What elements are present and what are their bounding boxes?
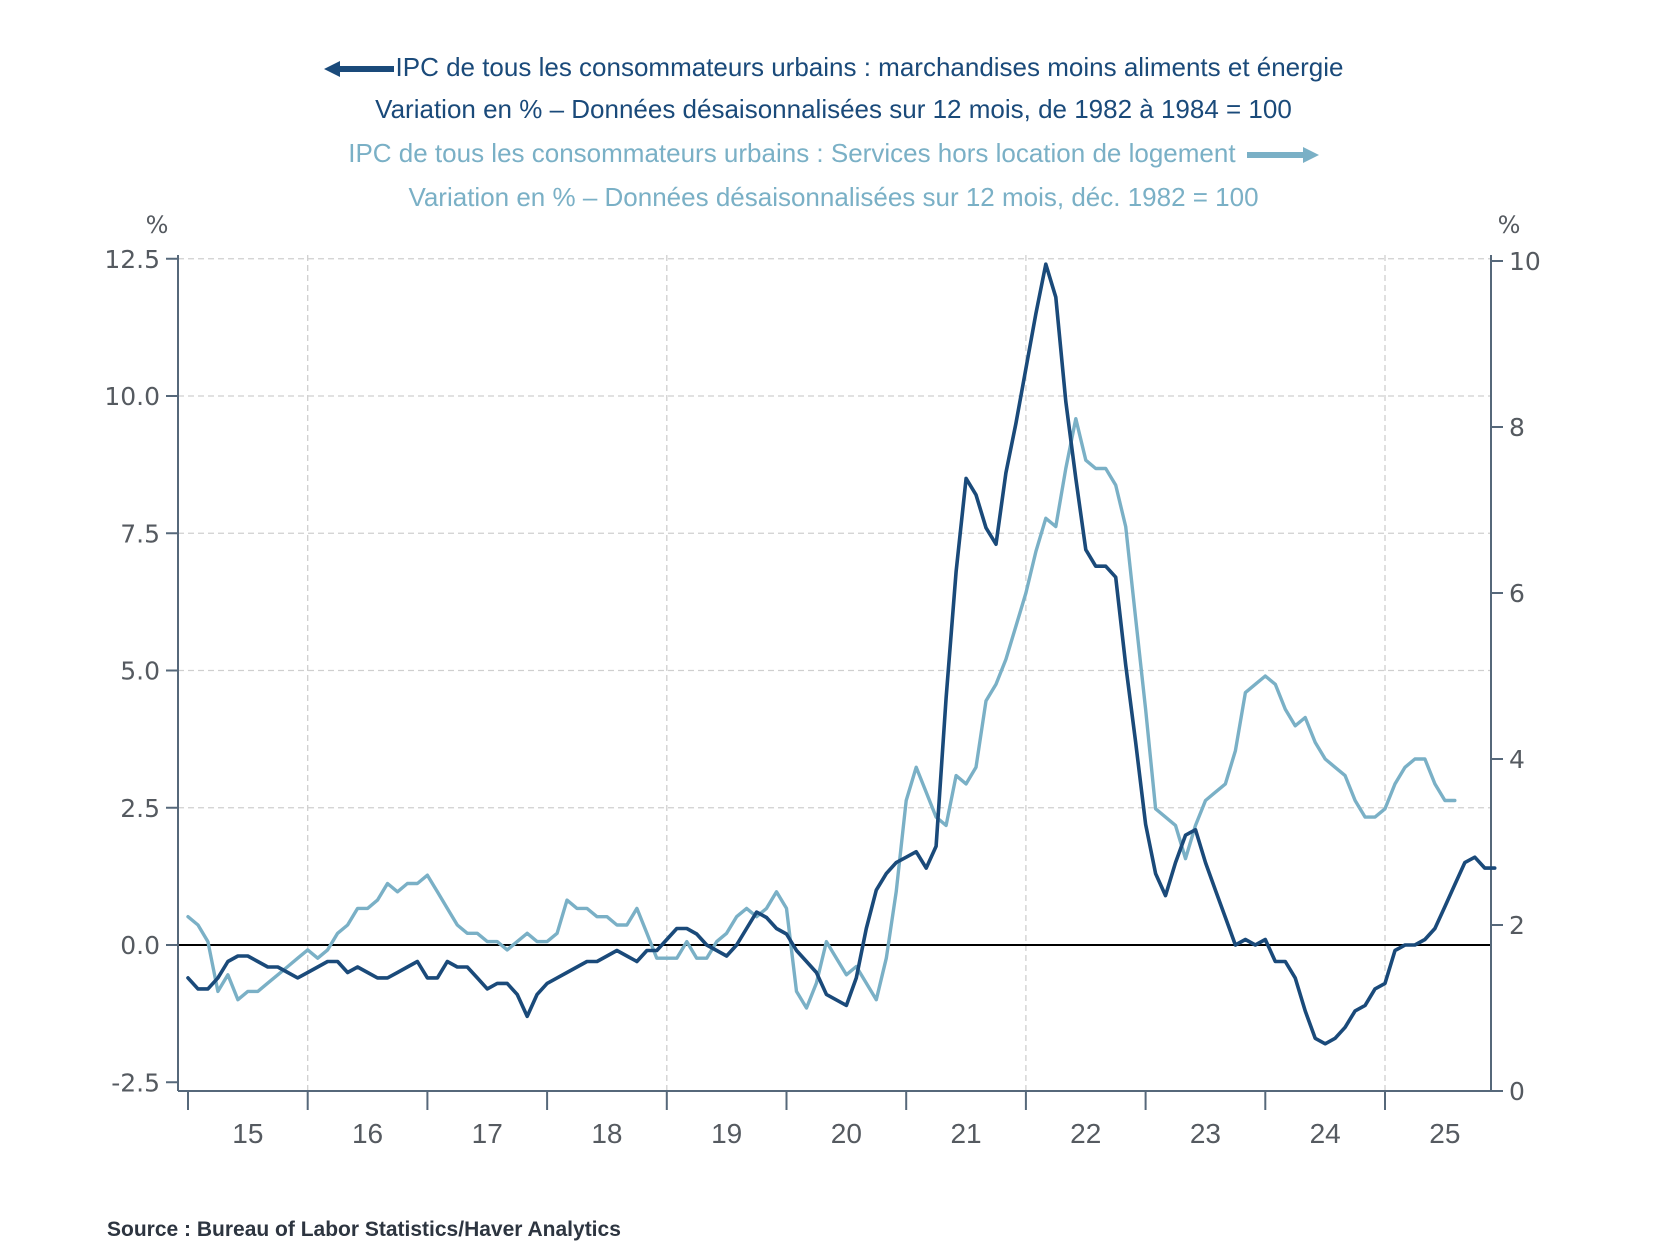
left-axis-tick-label: 2.5	[120, 794, 160, 823]
legend-series2-subtitle: Variation en % – Données désaisonnalisée…	[408, 182, 1259, 212]
right-axis-tick-label: 8	[1509, 413, 1525, 442]
x-axis-tick-label: 17	[472, 1118, 503, 1149]
left-axis-tick-label: 7.5	[120, 519, 160, 548]
legend-series1-subtitle: Variation en % – Données désaisonnalisée…	[375, 94, 1292, 124]
right-axis-tick-label: 0	[1509, 1077, 1525, 1106]
legend-series2-title: IPC de tous les consommateurs urbains : …	[0, 138, 1667, 169]
legend-series1-title: IPC de tous les consommateurs urbains : …	[0, 52, 1667, 83]
right-axis-unit: %	[1498, 211, 1521, 239]
left-axis-unit: %	[146, 211, 169, 239]
x-axis-tick-label: 16	[352, 1118, 383, 1149]
legend-series2-text: IPC de tous les consommateurs urbains : …	[348, 138, 1236, 168]
right-arrow-icon	[1246, 147, 1319, 164]
right-axis-tick-label: 4	[1509, 745, 1525, 774]
x-axis-tick-label: 24	[1310, 1118, 1341, 1149]
series-line-goods	[186, 262, 1497, 1046]
x-axis-tick-label: 19	[711, 1118, 742, 1149]
x-axis-tick-label: 18	[591, 1118, 622, 1149]
left-axis-tick-label: 12.5	[104, 245, 160, 274]
left-arrow-icon	[323, 61, 394, 78]
x-axis-tick-label: 15	[232, 1118, 263, 1149]
left-axis-tick-label: 10.0	[104, 382, 160, 411]
x-axis-tick-label: 23	[1190, 1118, 1221, 1149]
x-axis-tick-label: 20	[831, 1118, 862, 1149]
right-axis-tick-label: 6	[1509, 579, 1525, 608]
x-axis-tick-label: 22	[1070, 1118, 1101, 1149]
x-axis-tick-label: 25	[1429, 1118, 1460, 1149]
right-axis-tick-label: 2	[1509, 911, 1525, 940]
left-axis-tick-label: -2.5	[111, 1068, 160, 1097]
series-lines	[186, 262, 1497, 1046]
series-line-services	[186, 417, 1457, 1010]
x-axis-tick-label: 21	[950, 1118, 981, 1149]
grid	[178, 255, 1491, 1091]
right-axis-tick-label: 10	[1509, 247, 1541, 276]
legend-series1-text: IPC de tous les consommateurs urbains : …	[395, 52, 1344, 82]
left-axis-tick-label: 5.0	[120, 657, 160, 686]
left-axis-tick-label: 0.0	[120, 931, 160, 960]
source-note: Source : Bureau of Labor Statistics/Have…	[107, 1218, 621, 1241]
